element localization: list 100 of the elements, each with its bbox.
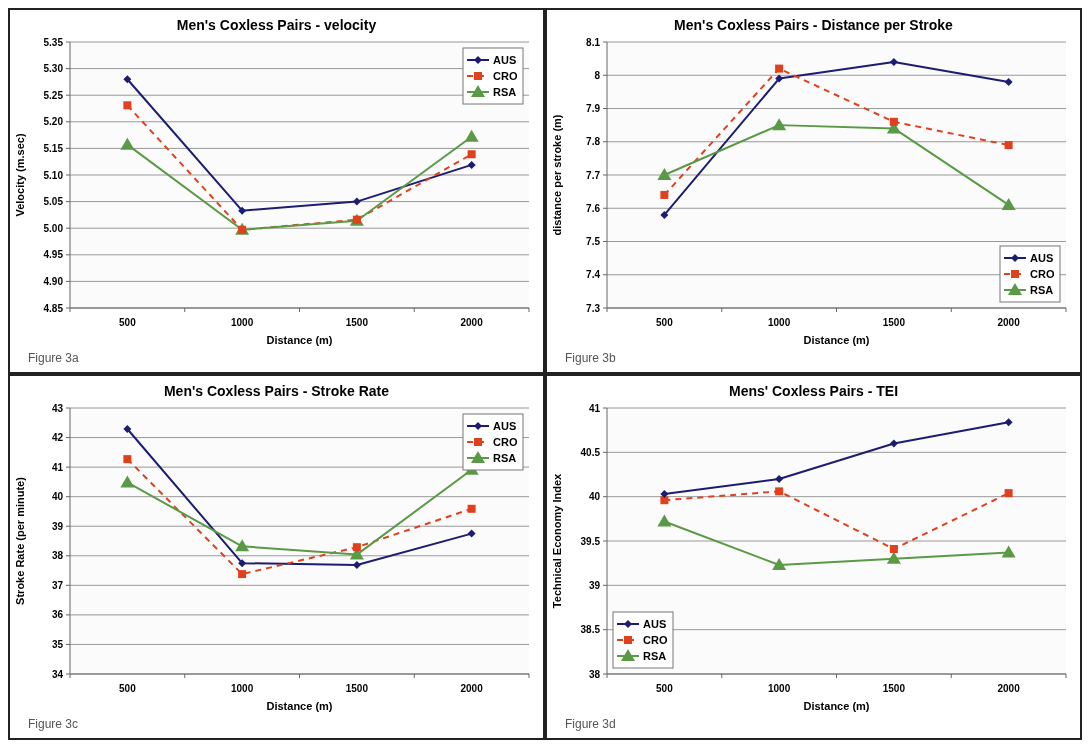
y-axis-title: distance per stroke (m) <box>551 114 563 236</box>
x-tick-label: 1500 <box>345 317 369 328</box>
y-tick-label: 41 <box>51 461 64 473</box>
y-tick-label: 37 <box>51 579 64 591</box>
point <box>889 439 898 448</box>
point <box>1004 77 1013 86</box>
legend-label: CRO <box>493 69 518 82</box>
point <box>1004 418 1013 427</box>
point <box>467 160 476 169</box>
y-tick-label: 39 <box>51 520 64 532</box>
x-axis-title: Distance (m) <box>803 700 870 712</box>
y-tick-label: 5.30 <box>43 63 64 75</box>
y-tick-label: 40 <box>588 491 601 503</box>
caption: Figure 3c <box>28 717 79 731</box>
chart-title: Men's Coxless Pairs - Distance per Stroke <box>674 17 954 33</box>
y-tick-label: 35 <box>51 638 64 650</box>
y-tick-label: 41 <box>588 402 601 414</box>
x-axis-title: Distance (m) <box>803 334 870 346</box>
legend-label: CRO <box>643 633 668 646</box>
legend-label: RSA <box>493 451 517 464</box>
point <box>238 206 247 215</box>
chart-title: Men's Coxless Pairs - velocity <box>176 17 377 33</box>
legend-label: AUS <box>493 53 517 66</box>
legend-label: CRO <box>1030 267 1055 280</box>
x-tick-label: 1000 <box>231 683 254 694</box>
point <box>464 129 479 142</box>
point <box>123 101 132 110</box>
x-tick-label: 2000 <box>997 317 1021 328</box>
y-tick-label: 5.10 <box>43 169 64 181</box>
caption: Figure 3b <box>565 351 617 365</box>
y-axis-title: Velocity (m.sec) <box>14 133 26 217</box>
point <box>889 544 898 553</box>
point <box>120 137 135 150</box>
legend-label: RSA <box>1030 283 1054 296</box>
point <box>660 210 669 219</box>
y-tick-label: 5.05 <box>43 196 64 208</box>
point <box>772 118 787 131</box>
point <box>123 424 132 433</box>
y-tick-label: 7.9 <box>586 103 601 114</box>
y-axis-title: Stroke Rate (per minute) <box>14 476 26 605</box>
y-tick-label: 4.85 <box>43 302 64 314</box>
y-tick-label: 40.5 <box>580 446 601 458</box>
x-tick-label: 1500 <box>882 683 906 694</box>
point <box>886 551 901 564</box>
x-tick-label: 1500 <box>882 317 906 328</box>
x-tick-label: 1500 <box>345 683 369 694</box>
y-tick-label: 5.35 <box>43 36 64 48</box>
y-tick-label: 5.00 <box>43 222 64 234</box>
y-tick-label: 7.3 <box>586 302 601 314</box>
chart-title: Mens' Coxless Pairs - TEI <box>728 383 899 399</box>
x-tick-label: 1000 <box>231 317 254 328</box>
point <box>467 150 476 159</box>
y-tick-label: 5.15 <box>43 142 64 154</box>
legend-label: CRO <box>493 435 518 448</box>
y-tick-label: 42 <box>51 432 64 444</box>
point <box>123 455 132 464</box>
x-tick-label: 500 <box>119 317 137 328</box>
point <box>352 197 361 206</box>
point <box>1001 197 1016 210</box>
x-tick-label: 500 <box>119 683 137 694</box>
legend-label: RSA <box>643 649 667 662</box>
y-tick-label: 38 <box>51 550 64 562</box>
y-tick-label: 8.1 <box>586 36 601 48</box>
point <box>657 514 672 527</box>
point <box>352 543 361 552</box>
y-tick-label: 7.7 <box>586 169 601 181</box>
y-tick-label: 38.5 <box>580 624 601 636</box>
y-tick-label: 39.5 <box>580 535 601 547</box>
y-tick-label: 4.90 <box>43 275 64 287</box>
y-tick-label: 7.6 <box>586 202 601 214</box>
point <box>660 496 669 505</box>
y-tick-label: 4.95 <box>43 249 64 261</box>
x-tick-label: 500 <box>656 317 674 328</box>
point <box>352 560 361 569</box>
y-tick-label: 43 <box>51 402 64 414</box>
chart-title: Men's Coxless Pairs - Stroke Rate <box>163 383 390 399</box>
x-axis-title: Distance (m) <box>266 700 333 712</box>
y-tick-label: 5.25 <box>43 89 64 101</box>
point <box>1001 545 1016 558</box>
point <box>238 559 247 568</box>
y-tick-label: 34 <box>51 668 64 680</box>
y-tick-label: 7.5 <box>586 236 601 247</box>
point <box>775 487 784 496</box>
point <box>467 504 476 513</box>
point <box>889 117 898 126</box>
caption: Figure 3d <box>565 717 616 731</box>
y-tick-label: 7.8 <box>586 136 601 148</box>
y-tick-label: 8 <box>594 69 601 81</box>
point <box>660 190 669 199</box>
y-tick-label: 40 <box>51 491 64 503</box>
point <box>657 168 672 180</box>
point <box>123 75 132 84</box>
y-tick-label: 39 <box>588 579 601 591</box>
y-tick-label: 36 <box>51 609 64 621</box>
point <box>889 57 898 66</box>
y-axis-title: Technical Economy Index <box>551 472 563 609</box>
x-tick-label: 500 <box>656 683 674 694</box>
legend-label: AUS <box>643 617 667 630</box>
point <box>235 539 250 552</box>
y-tick-label: 5.20 <box>43 116 64 128</box>
